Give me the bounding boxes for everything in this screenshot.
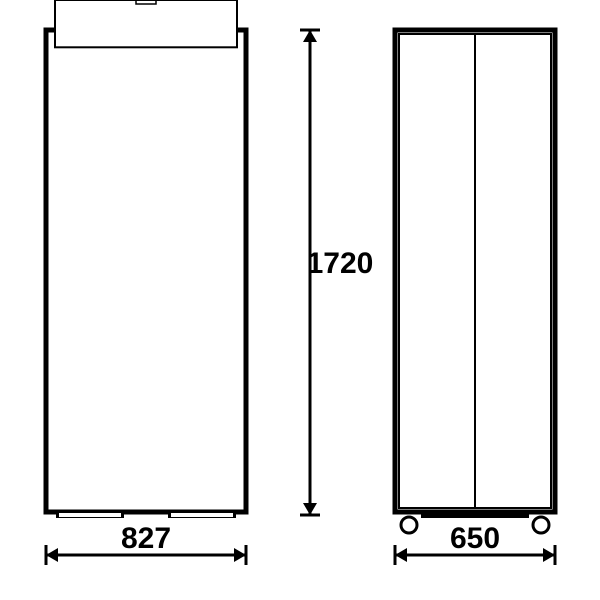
dimension-side-width-label: 650 [450,522,500,555]
dimension-height-label: 1720 [307,247,374,280]
technical-drawing: 1720 827 650 [0,0,600,600]
dimension-height: 1720 [300,30,373,515]
side-view [395,30,555,533]
dimension-front-width: 827 [46,522,246,565]
dimension-side-width: 650 [395,522,555,565]
front-view [46,0,246,518]
dimension-front-width-label: 827 [121,522,171,555]
